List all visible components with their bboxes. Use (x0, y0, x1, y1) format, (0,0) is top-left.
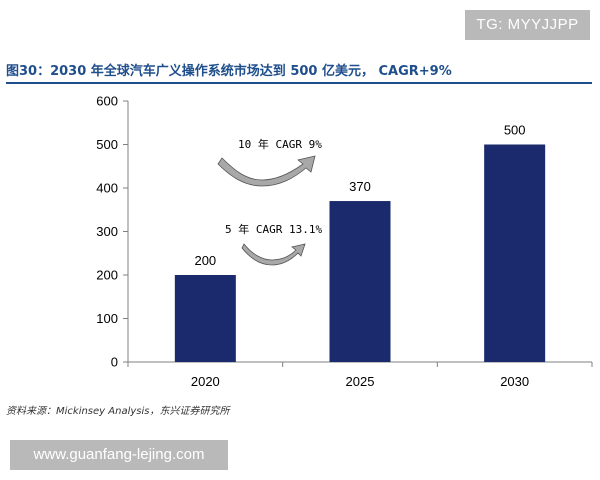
data-label-2030: 500 (504, 123, 526, 138)
title-rule (6, 82, 592, 84)
arrow-cagr-10y (217, 155, 316, 187)
annotation-cagr-10y: 10 年 CAGR 9% (238, 137, 322, 151)
chart-annotations: 10 年 CAGR 9% 5 年 CAGR 13.1% (217, 137, 322, 266)
x-tick-label-2030: 2030 (500, 374, 529, 389)
watermark-bottom: www.guanfang-lejing.com (10, 440, 228, 470)
y-tick-label: 500 (96, 137, 118, 152)
y-tick-label: 200 (96, 268, 118, 283)
y-tick-label: 600 (96, 94, 118, 109)
y-tick-label: 0 (111, 355, 118, 370)
x-tick-label-2020: 2020 (191, 374, 220, 389)
bar-2030 (484, 144, 546, 362)
annotation-cagr-5y: 5 年 CAGR 13.1% (225, 222, 322, 236)
y-tick-label: 100 (96, 311, 118, 326)
bar-2020 (174, 275, 236, 362)
chart-title: 图30：2030 年全球汽车广义操作系统市场达到 500 亿美元， CAGR+9… (6, 64, 452, 79)
x-tick-label-2025: 2025 (346, 374, 375, 389)
source-note: 资料来源：Mickinsey Analysis，东兴证券研究所 (6, 406, 230, 417)
bar-2025 (329, 201, 391, 362)
chart-labels: 200 2020 370 2025 500 2030 (191, 123, 529, 390)
data-label-2025: 370 (349, 179, 371, 194)
chart-bars (174, 144, 546, 362)
watermark-top: TG: MYYJJPP (465, 10, 590, 40)
data-label-2020: 200 (194, 253, 216, 268)
arrow-cagr-5y (241, 243, 306, 266)
y-tick-label: 300 (96, 224, 118, 239)
y-tick-label: 400 (96, 181, 118, 196)
